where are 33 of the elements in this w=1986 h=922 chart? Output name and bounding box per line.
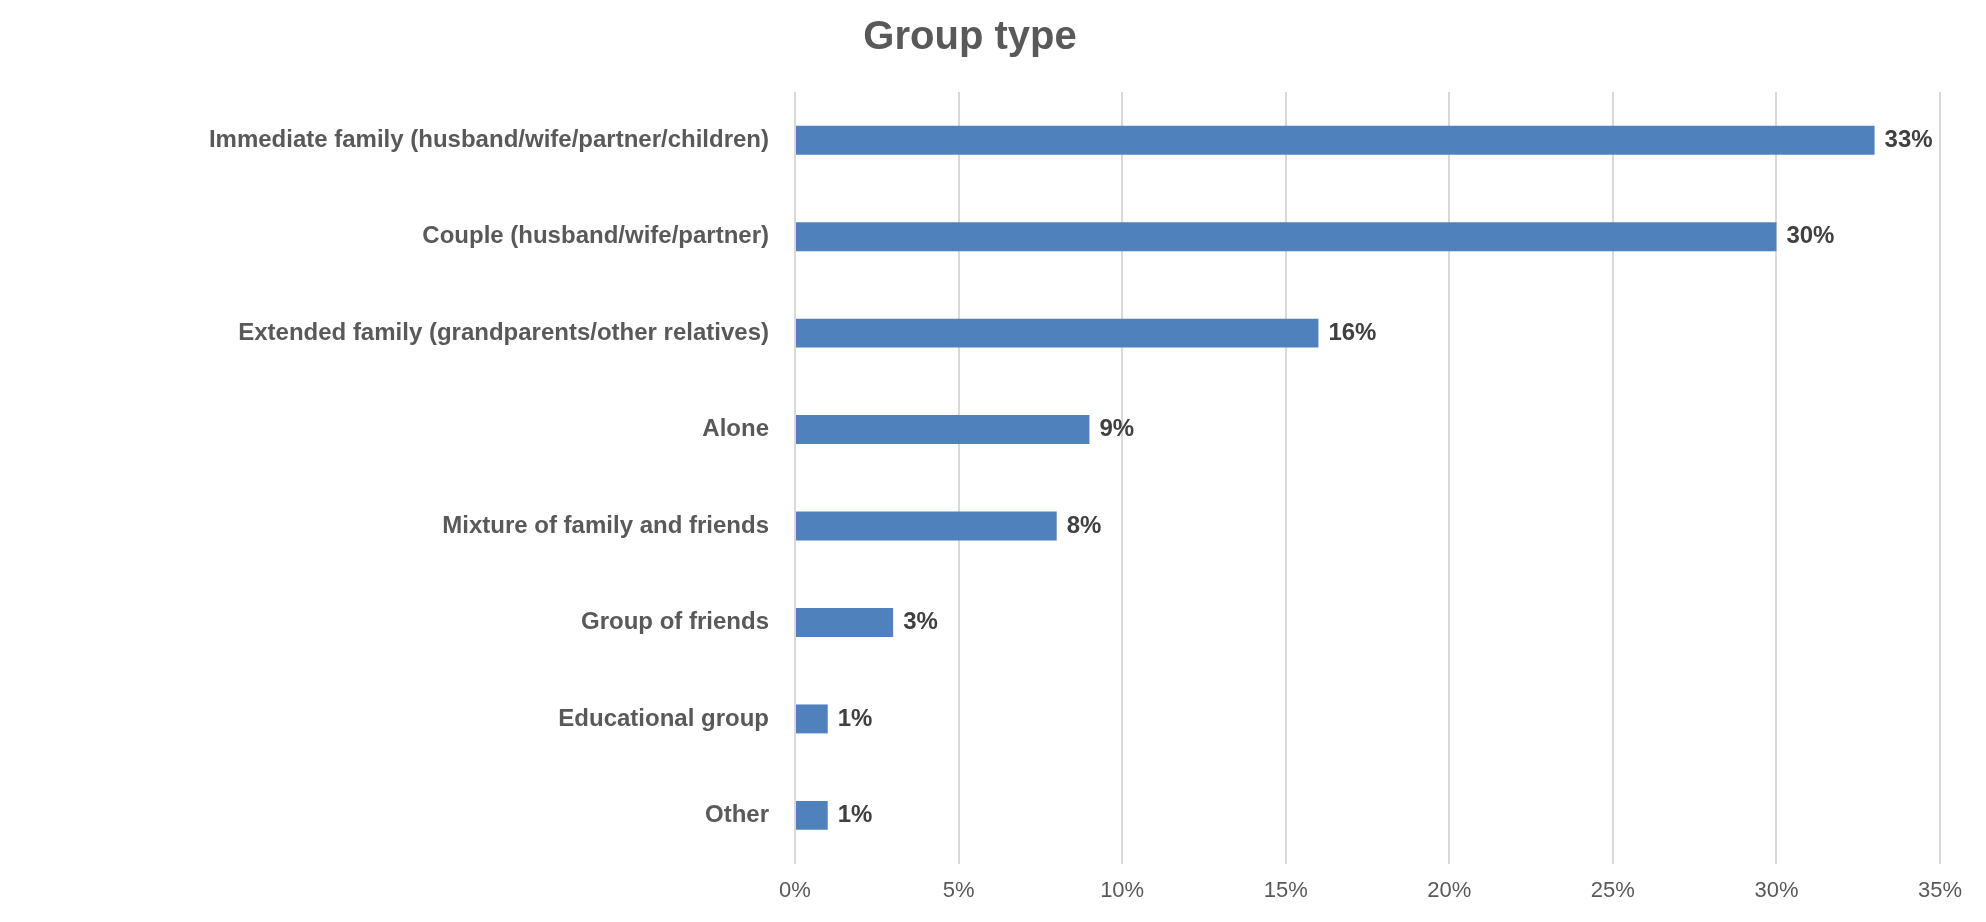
x-tick-label: 0% [779, 876, 811, 902]
data-label: 8% [1066, 510, 1102, 538]
data-label: 3% [903, 607, 938, 635]
x-tick-label: 30% [1754, 876, 1799, 902]
x-tick-label: 35% [1917, 876, 1963, 902]
bar [796, 511, 1057, 541]
bar [796, 704, 828, 734]
y-tick-label: Educational group [558, 703, 769, 731]
y-tick-label: Group of friends [581, 607, 769, 635]
bar [796, 608, 894, 637]
y-tick-label: Couple (husband/wife/partner) [422, 221, 769, 249]
x-tick-label: 10% [1100, 876, 1145, 902]
bar [796, 800, 828, 830]
data-label: 30% [1786, 221, 1835, 249]
y-tick-label: Alone [702, 414, 769, 442]
y-tick-label: Immediate family (husband/wife/partner/children) [208, 124, 769, 152]
x-tick-label: 25% [1590, 876, 1635, 902]
bar [796, 125, 1875, 155]
y-tick-label: Mixture of family and friends [442, 510, 769, 538]
y-tick-label: Other [704, 800, 769, 827]
data-label: 16% [1328, 317, 1377, 345]
data-label: 1% [837, 800, 873, 827]
bar [796, 222, 1777, 252]
data-label: 9% [1099, 414, 1135, 442]
data-label: 33% [1884, 124, 1933, 152]
data-label: 1% [837, 703, 873, 731]
bar [796, 415, 1090, 445]
y-tick-label: Extended family (grandparents/other relatives) [238, 317, 769, 345]
chart-title: Group type [863, 13, 1077, 58]
bar [796, 318, 1319, 348]
x-tick-label: 15% [1263, 876, 1308, 902]
x-tick-label: 5% [942, 876, 975, 902]
x-tick-label: 20% [1427, 876, 1472, 902]
